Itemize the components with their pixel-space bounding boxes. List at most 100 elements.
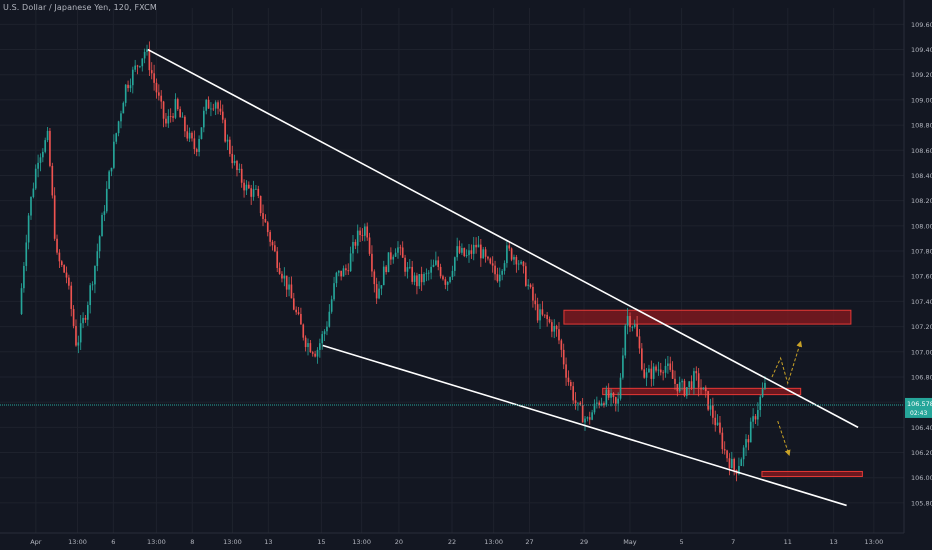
candle-up (709, 405, 712, 410)
candle-up (648, 368, 650, 373)
candle-down (754, 416, 757, 420)
candle-up (380, 285, 383, 289)
candle-down (588, 417, 591, 420)
price-tick-label: 109.000 (911, 96, 932, 104)
candle-up (124, 84, 127, 103)
candle-down (442, 276, 444, 280)
candle-down (186, 131, 189, 139)
candle-down (278, 267, 281, 274)
candle-down (572, 386, 575, 401)
candle-up (113, 141, 115, 168)
candle-down (390, 252, 392, 260)
time-tick-label: May (623, 538, 637, 546)
candle-down (276, 251, 279, 268)
candle-up (349, 253, 352, 272)
candle-up (205, 99, 208, 111)
candle-down (700, 387, 702, 390)
candle-down (295, 309, 297, 313)
time-axis[interactable]: Apr 13:00 6 13:00 8 13:00 13 15 13:00 20 22 13:00 27… (0, 532, 904, 546)
candle-up (321, 334, 324, 344)
candle-down (420, 274, 423, 283)
candle-down (484, 249, 487, 257)
candle-up (764, 382, 766, 389)
candle-up (577, 402, 579, 404)
candle-up (435, 260, 437, 265)
candle-up (307, 343, 309, 348)
candle-down (534, 300, 537, 305)
time-tick-label: 13 (264, 538, 272, 546)
candle-up (645, 372, 648, 378)
candle-up (101, 214, 103, 237)
candle-down (68, 277, 70, 286)
candle-up (32, 188, 35, 197)
candle-down (565, 364, 567, 378)
candle-down (148, 49, 151, 71)
candle-down (264, 218, 267, 223)
candle-down (475, 244, 477, 248)
candle-up (397, 247, 399, 253)
trendlines[interactable] (147, 48, 859, 507)
candle-up (79, 323, 82, 343)
candle-down (444, 279, 447, 285)
time-tick-label: 29 (580, 538, 588, 546)
candle-down (562, 349, 565, 365)
candle-up (146, 49, 148, 52)
candle-down (281, 273, 283, 279)
candle-up (617, 398, 619, 404)
candle-down (695, 371, 698, 374)
candle-down (314, 353, 316, 357)
candle-down (75, 325, 77, 346)
candle-down (300, 313, 302, 325)
candle-down (458, 246, 461, 253)
candle-down (247, 184, 250, 189)
candle-up (382, 266, 385, 286)
candle-down (361, 235, 364, 236)
candle-up (446, 282, 449, 285)
candle-up (451, 270, 454, 278)
candle-up (527, 284, 530, 286)
candle-down (297, 312, 300, 314)
candle-down (714, 417, 717, 426)
candle-up (468, 250, 470, 256)
candle-down (411, 266, 414, 282)
current-price-badge (905, 397, 932, 418)
candle-down (399, 247, 402, 249)
candle-up (86, 305, 89, 320)
candle-down (63, 265, 65, 273)
candle-up (120, 113, 122, 122)
candle-up (584, 418, 586, 423)
candle-down (207, 99, 210, 109)
price-tick-label: 106.200 (911, 449, 932, 457)
candle-down (659, 369, 662, 373)
candle-down (669, 363, 672, 370)
time-tick-label: 13:00 (864, 538, 883, 546)
candle-down (345, 268, 347, 271)
candle-up (482, 249, 485, 259)
candle-down (638, 336, 641, 349)
candle-up (757, 410, 759, 420)
price-tick-label: 108.600 (911, 147, 932, 155)
candle-up (363, 226, 366, 236)
candle-up (34, 168, 37, 189)
candle-down (60, 261, 63, 266)
candle-up (685, 387, 688, 396)
candle-down (437, 260, 440, 267)
candle-up (593, 403, 596, 413)
candle-down (733, 458, 736, 471)
candle-down (416, 275, 418, 287)
candle-down (515, 256, 518, 265)
candle-up (25, 242, 28, 266)
candle-up (91, 284, 94, 286)
upper-trendline (147, 48, 859, 429)
price-axis[interactable]: 109.600 109.400 109.200 109.000 108.800 108.6… (903, 0, 932, 533)
candle-down (302, 324, 305, 338)
candle-up (657, 369, 660, 371)
candle-up (456, 246, 458, 258)
candle-down (375, 284, 378, 299)
candle-down (641, 348, 643, 370)
projection-down-arrow (777, 420, 791, 457)
candle-up (387, 252, 390, 273)
candle-up (82, 317, 84, 324)
candle-down (404, 257, 406, 272)
